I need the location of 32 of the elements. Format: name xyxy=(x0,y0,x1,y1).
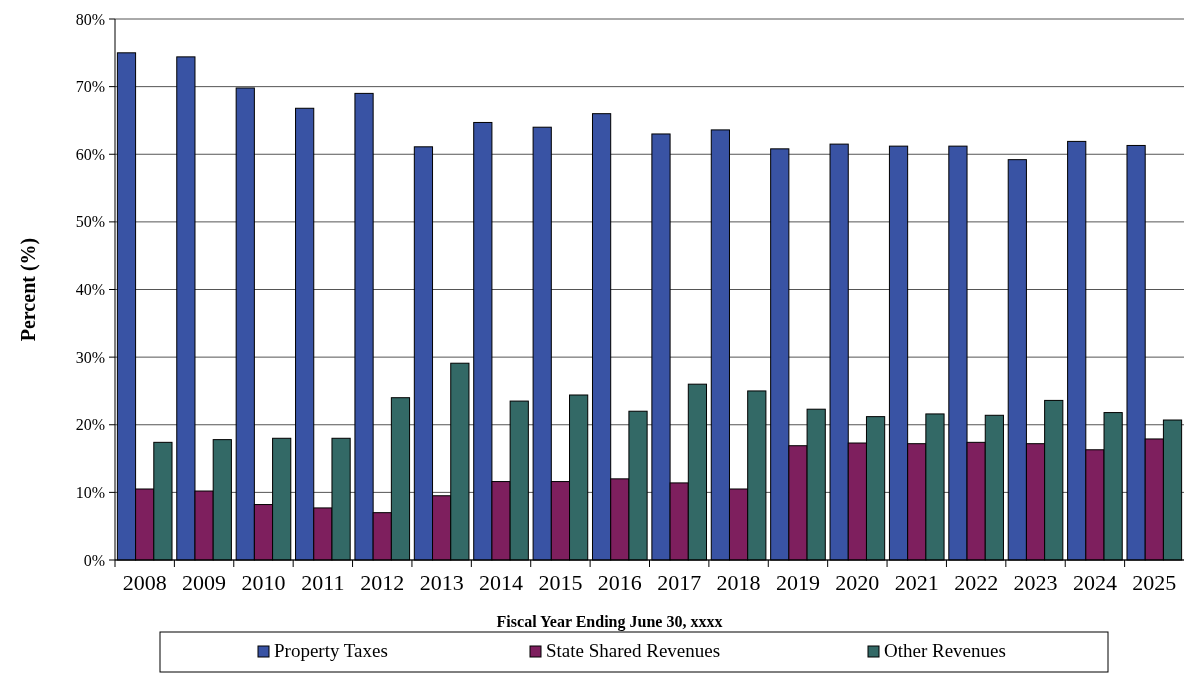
y-axis-title: Percent (%) xyxy=(17,237,40,342)
x-tick-label: 2014 xyxy=(479,570,524,595)
x-axis-title: Fiscal Year Ending June 30, xxxx xyxy=(496,613,723,631)
x-tick-label: 2022 xyxy=(954,570,999,595)
y-tick-label: 40% xyxy=(75,281,105,299)
legend-label: Other Revenues xyxy=(884,640,1006,661)
y-tick-label: 10% xyxy=(75,483,105,501)
x-tick-label: 2018 xyxy=(716,570,761,595)
x-tick-label: 2016 xyxy=(597,570,642,595)
legend-label: State Shared Revenues xyxy=(546,640,721,661)
x-tick-label: 2017 xyxy=(657,570,702,595)
x-tick-label: 2021 xyxy=(894,570,939,595)
y-tick-label: 50% xyxy=(75,213,105,231)
x-tick-label: 2025 xyxy=(1132,570,1177,595)
x-tick-label: 2012 xyxy=(360,570,405,595)
x-tick-label: 2019 xyxy=(775,570,820,595)
x-tick-label: 2020 xyxy=(835,570,880,595)
x-tick-label: 2009 xyxy=(182,570,227,595)
y-tick-label: 70% xyxy=(75,78,105,96)
y-tick-label: 20% xyxy=(75,416,105,434)
x-tick-label: 2024 xyxy=(1072,570,1117,595)
y-tick-label: 60% xyxy=(75,145,105,163)
x-tick-label: 2008 xyxy=(122,570,167,595)
legend-label: Property Taxes xyxy=(274,640,388,661)
y-tick-label: 0% xyxy=(83,551,105,569)
x-tick-label: 2011 xyxy=(301,570,345,595)
x-tick-label: 2023 xyxy=(1013,570,1058,595)
y-tick-label: 80% xyxy=(75,10,105,28)
x-tick-label: 2013 xyxy=(419,570,464,595)
y-tick-label: 30% xyxy=(75,348,105,366)
x-tick-label: 2015 xyxy=(538,570,583,595)
x-tick-label: 2010 xyxy=(241,570,286,595)
